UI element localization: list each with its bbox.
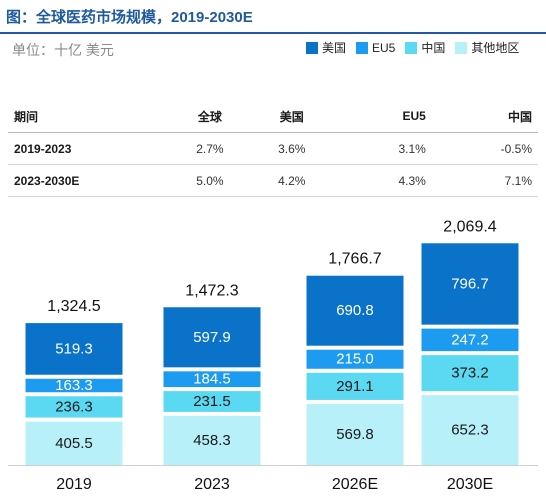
bar-segment-eu5 [306,349,404,369]
x-category-label: 2030E [447,476,493,493]
table-header-eu5: EU5 [332,100,448,133]
table-cell: 3.6% [250,132,333,165]
x-category-label: 2026E [332,476,378,493]
table-header-china: 中国 [447,100,538,133]
bar-segment-us [163,307,261,368]
legend-item-eu5: EU5 [356,39,395,56]
bar-total-label: 1,766.7 [328,251,381,268]
table-cell: 7.1% [447,164,538,197]
growth-rate-table: 期间 全球 美国 EU5 中国 2019-2023 2.7% 3.6% 3.1%… [8,100,538,197]
bar-value-label-eu5: 215.0 [336,351,374,368]
bar-value-label-china: 291.1 [336,378,374,395]
bar-value-label-other: 458.3 [193,432,231,449]
bar-total-label: 1,472.3 [185,282,238,299]
bar-total-label: 1,324.5 [47,298,100,315]
x-category-label: 2019 [56,476,92,493]
bar-segment-other [163,415,261,465]
bar-segment-eu5 [163,371,261,388]
table-cell: 5.0% [168,164,251,197]
bar-segment-other [306,403,404,465]
table-cell: 2023-2030E [8,164,169,197]
bar-value-label-us: 597.9 [193,329,231,346]
bar-segment-eu5 [25,378,123,393]
title-divider [0,32,546,34]
table-row: 2019-2023 2.7% 3.6% 3.1% -0.5% [8,132,538,165]
legend-swatch-other [455,41,468,54]
legend-item-china: 中国 [405,39,445,56]
bar-segment-eu5 [421,328,519,352]
stacked-bar-chart: 405.5 236.3 163.3 519.3 1,324.5 2019 458.3 231.… [8,218,538,493]
bar-segment-us [25,323,123,375]
legend-label-china: 中国 [421,41,446,55]
bar-value-label-us: 796.7 [451,275,489,292]
table-cell: -0.5% [447,132,538,165]
bar-segment-china [306,372,404,400]
legend-swatch-china [405,41,418,54]
table-header-global: 全球 [168,100,251,133]
bar-value-label-other: 569.8 [336,426,374,443]
table-header-us: 美国 [250,100,333,133]
bar-value-label-china: 231.5 [193,393,231,410]
bar-value-label-other: 652.3 [451,422,489,439]
unit-label: 单位：十亿 美元 [12,42,114,58]
legend-label-us: 美国 [322,41,347,55]
table-header-period: 期间 [8,100,169,133]
legend-item-us: 美国 [306,39,346,56]
legend-item-other: 其他地区 [455,39,519,56]
bar-segment-china [163,391,261,412]
bar-value-label-eu5: 163.3 [55,377,93,394]
bar-segment-us [421,243,519,325]
bar-value-label-china: 373.2 [451,365,489,382]
table-cell: 4.2% [250,164,333,197]
bar-value-label-eu5: 247.2 [451,331,489,348]
legend-swatch-eu5 [356,41,369,54]
table-cell: 4.3% [332,164,448,197]
table-cell: 3.1% [332,132,448,165]
bar-segment-china [421,355,519,392]
bar-value-label-us: 519.3 [55,340,93,357]
chart-title: 图：全球医药市场规模，2019-2030E [6,9,253,26]
table-row: 2023-2030E 5.0% 4.2% 4.3% 7.1% [8,164,538,197]
table-cell: 2019-2023 [8,132,169,165]
x-category-label: 2023 [194,476,230,493]
legend-label-eu5: EU5 [372,40,396,55]
legend-swatch-us [306,41,318,54]
bar-segment-other [25,421,123,465]
bar-value-label-other: 405.5 [55,435,93,452]
bar-total-label: 2,069.4 [443,218,496,235]
table-cell: 2.7% [168,132,251,165]
bar-value-label-china: 236.3 [55,398,93,415]
bar-value-label-eu5: 184.5 [193,371,231,388]
legend: 美国 EU5 中国 其他地区 [306,39,519,56]
table-header-row: 期间 全球 美国 EU5 中国 [8,100,538,133]
bar-segment-us [306,275,404,346]
bar-segment-other [421,395,519,465]
bar-segment-china [25,396,123,418]
bar-value-label-us: 690.8 [336,302,374,319]
legend-label-other: 其他地区 [471,41,520,55]
